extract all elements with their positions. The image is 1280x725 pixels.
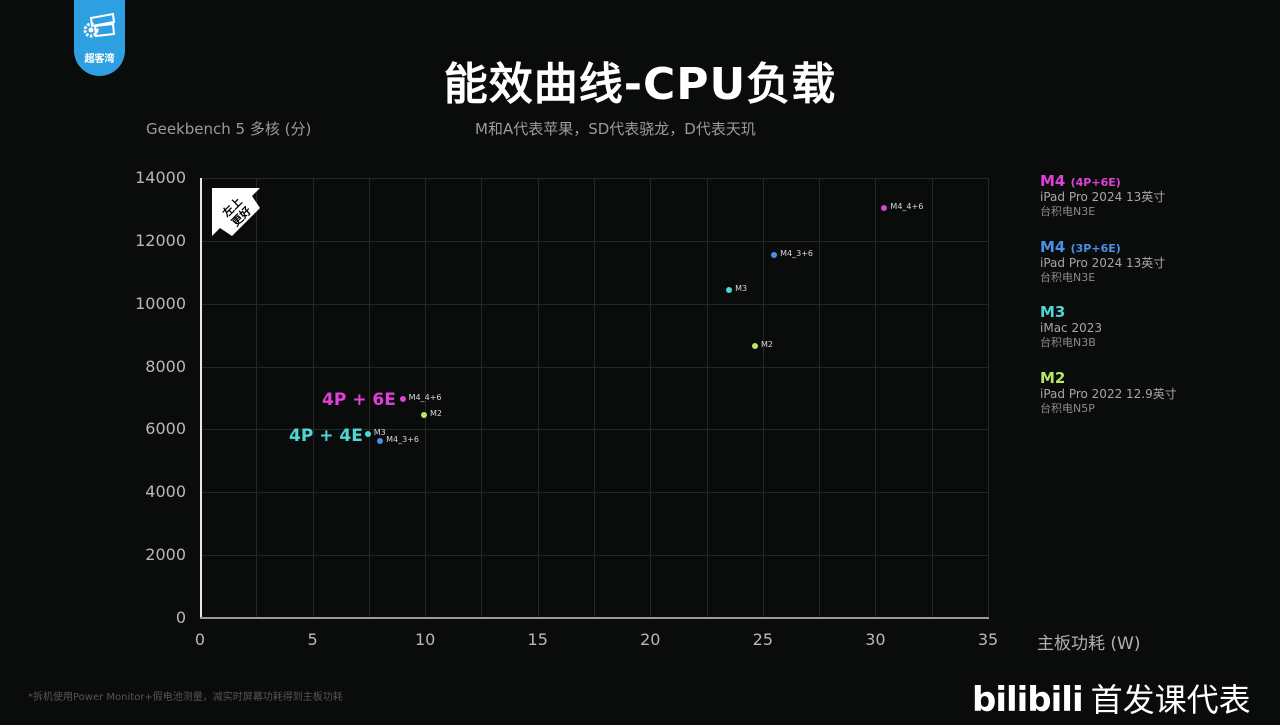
legend-item-m4-3p6e: M4 (3P+6E) iPad Pro 2024 13英寸 台积电N3E <box>1040 238 1165 285</box>
data-point-label: M2 <box>430 408 443 418</box>
legend-fab: 台积电N5P <box>1040 402 1095 415</box>
page-title: 能效曲线-CPU负载 <box>443 59 837 110</box>
data-point <box>881 204 888 211</box>
y-axis-line <box>200 178 202 619</box>
gridline-vertical <box>988 178 989 618</box>
x-tick-label: 5 <box>307 630 318 649</box>
gridline-vertical <box>256 178 258 618</box>
bilibili-logo: bilibili <box>972 680 1084 720</box>
legend-device: iPad Pro 2022 12.9英寸 <box>1040 387 1177 401</box>
x-axis-label: 主板功耗 (W) <box>1037 634 1141 654</box>
legend-fab: 台积电N3E <box>1040 271 1096 284</box>
gridline-vertical <box>368 178 370 618</box>
chart-subtitle: M和A代表苹果，SD代表骁龙，D代表天玑 <box>475 120 756 138</box>
legend-device: iPad Pro 2024 13英寸 <box>1040 190 1166 204</box>
y-tick-label: 6000 <box>145 419 186 439</box>
gridline-vertical <box>706 178 708 618</box>
group-label-4p4e: 4P + 4E <box>289 426 363 446</box>
gridline-vertical <box>481 178 483 618</box>
legend-item-m4-4p6e: M4 (4P+6E) iPad Pro 2024 13英寸 台积电N3E <box>1040 172 1165 219</box>
y-tick-label: 4000 <box>145 482 186 502</box>
legend-fab: 台积电N3E <box>1040 205 1096 218</box>
data-point <box>364 431 371 438</box>
footnote: *拆机使用Power Monitor+假电池测量，减实时屏幕功耗得到主板功耗 <box>28 692 343 703</box>
data-point-label: M4_4+6 <box>890 201 924 211</box>
x-tick-label: 10 <box>414 630 436 649</box>
legend-chip: M2 <box>1040 369 1066 387</box>
data-point-label: M3 <box>735 283 748 293</box>
data-point-label: M3 <box>373 428 386 438</box>
group-label-4p6e: 4P + 6E <box>322 390 396 410</box>
data-point-label: M4_3+6 <box>386 435 419 445</box>
x-tick-label: 30 <box>865 630 886 649</box>
gridline-vertical <box>594 178 595 618</box>
legend-config: (4P+6E) <box>1070 176 1121 189</box>
x-tick-label: 0 <box>194 630 206 649</box>
data-point-label: M4_4+6 <box>408 392 442 402</box>
logo-text: 超客湾 <box>84 54 115 65</box>
top-left-better-arrow-icon: 左上 更好 <box>212 188 260 236</box>
gridline-vertical <box>762 178 764 618</box>
data-point <box>377 438 384 445</box>
data-point <box>421 411 428 418</box>
legend-item-m3: M3 iMac 2023 台积电N3B <box>1040 303 1102 350</box>
channel-logo: 超客湾 <box>74 0 125 76</box>
x-tick-label: 35 <box>977 630 999 649</box>
legend-item-m2: M2 iPad Pro 2022 12.9英寸 台积电N5P <box>1040 369 1177 416</box>
y-tick-label: 10000 <box>135 293 186 313</box>
y-tick-label: 2000 <box>145 545 186 565</box>
gridline-vertical <box>425 178 427 618</box>
gridline-vertical <box>931 178 933 618</box>
data-point <box>726 286 733 293</box>
legend-fab: 台积电N3B <box>1040 336 1096 349</box>
x-tick-label: 15 <box>527 630 548 649</box>
gridline-vertical <box>537 178 539 618</box>
gridline-vertical <box>875 178 877 618</box>
y-tick-label: 0 <box>175 608 186 627</box>
gear-card-icon <box>83 12 116 38</box>
data-point <box>751 343 758 350</box>
legend-config: (3P+6E) <box>1070 242 1121 255</box>
bilibili-watermark: bilibili 首发课代表 <box>972 675 1251 721</box>
legend-device: iMac 2023 <box>1040 321 1102 335</box>
y-tick-label: 14000 <box>135 168 186 187</box>
data-point-label: M4_3+6 <box>780 249 813 258</box>
y-tick-label: 12000 <box>135 230 186 250</box>
gridline-vertical <box>819 178 821 618</box>
gridline-vertical <box>650 178 652 618</box>
y-tick-label: 8000 <box>145 356 186 376</box>
x-tick-label: 20 <box>640 630 661 649</box>
data-point <box>771 252 778 258</box>
y-axis-label: Geekbench 5 多核 (分) <box>146 120 312 138</box>
gridline-vertical <box>312 178 314 618</box>
scatter-plot-area: M4_4+6 M4_4+6 M4_3+6 M4_3+6 M3 M3 M2 M2 <box>200 178 989 619</box>
legend-chip: M3 <box>1040 303 1066 321</box>
legend-device: iPad Pro 2024 13英寸 <box>1040 256 1166 270</box>
x-axis-line <box>200 617 989 619</box>
legend-chip: M4 <box>1040 238 1066 256</box>
data-point-label: M2 <box>760 340 773 350</box>
watermark-text: 首发课代表 <box>1090 681 1251 719</box>
data-point <box>399 395 406 402</box>
legend-chip: M4 <box>1040 172 1066 190</box>
x-tick-label: 25 <box>752 630 774 649</box>
